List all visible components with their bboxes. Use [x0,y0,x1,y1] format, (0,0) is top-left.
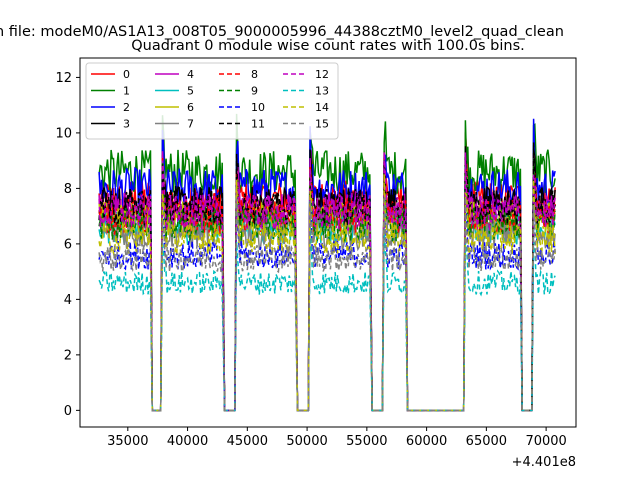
y-tick-label: 10 [55,126,72,141]
legend-label: 0 [123,68,130,81]
legend-label: 8 [251,68,258,81]
figure-suptitle: n file: modeM0/AS1A13_008T05_9000005996_… [0,24,564,40]
series-line-14 [98,174,556,412]
legend-label: 1 [123,85,130,98]
legend-label: 2 [123,101,130,114]
series-line-15 [98,195,556,412]
x-tick-label: 70000 [525,434,566,449]
x-tick-label: 55000 [346,434,387,449]
y-tick-label: 2 [64,348,72,363]
legend-label: 12 [315,68,329,81]
y-tick-label: 0 [64,404,72,419]
legend-label: 15 [315,118,329,131]
series-layer [98,113,556,412]
y-tick-label: 12 [55,71,72,86]
legend-label: 5 [187,85,194,98]
x-tick-label: 50000 [286,434,327,449]
y-axis: 0 2 4 6 8 10 12 [55,71,80,419]
plot-frame [79,57,577,428]
x-tick-label: 65000 [466,434,507,449]
legend-label: 10 [251,101,265,114]
x-tick-label: 45000 [227,434,268,449]
x-axis: 35000 40000 45000 50000 55000 60000 65000 70000 [107,427,567,449]
legend-label: 14 [315,101,329,114]
y-tick-label: 4 [64,293,72,308]
legend-label: 3 [123,118,130,131]
x-axis-offset-label: +4.401e8 [512,455,576,470]
x-tick-label: 40000 [167,434,208,449]
y-tick-label: 8 [64,182,72,197]
series-line-13 [98,226,556,412]
legend-label: 6 [187,101,194,114]
legend-label: 13 [315,85,329,98]
legend-box [85,62,339,140]
x-tick-label: 35000 [107,434,148,449]
x-tick-label: 60000 [406,434,447,449]
legend-label: 9 [251,85,258,98]
series-line-1 [98,113,556,412]
series-line-9 [98,158,556,412]
chart-title: Quadrant 0 module wise count rates with … [131,38,525,54]
y-tick-label: 6 [64,237,72,252]
legend-label: 4 [187,68,194,81]
legend-label: 11 [251,118,265,131]
legend-label: 7 [187,118,194,131]
